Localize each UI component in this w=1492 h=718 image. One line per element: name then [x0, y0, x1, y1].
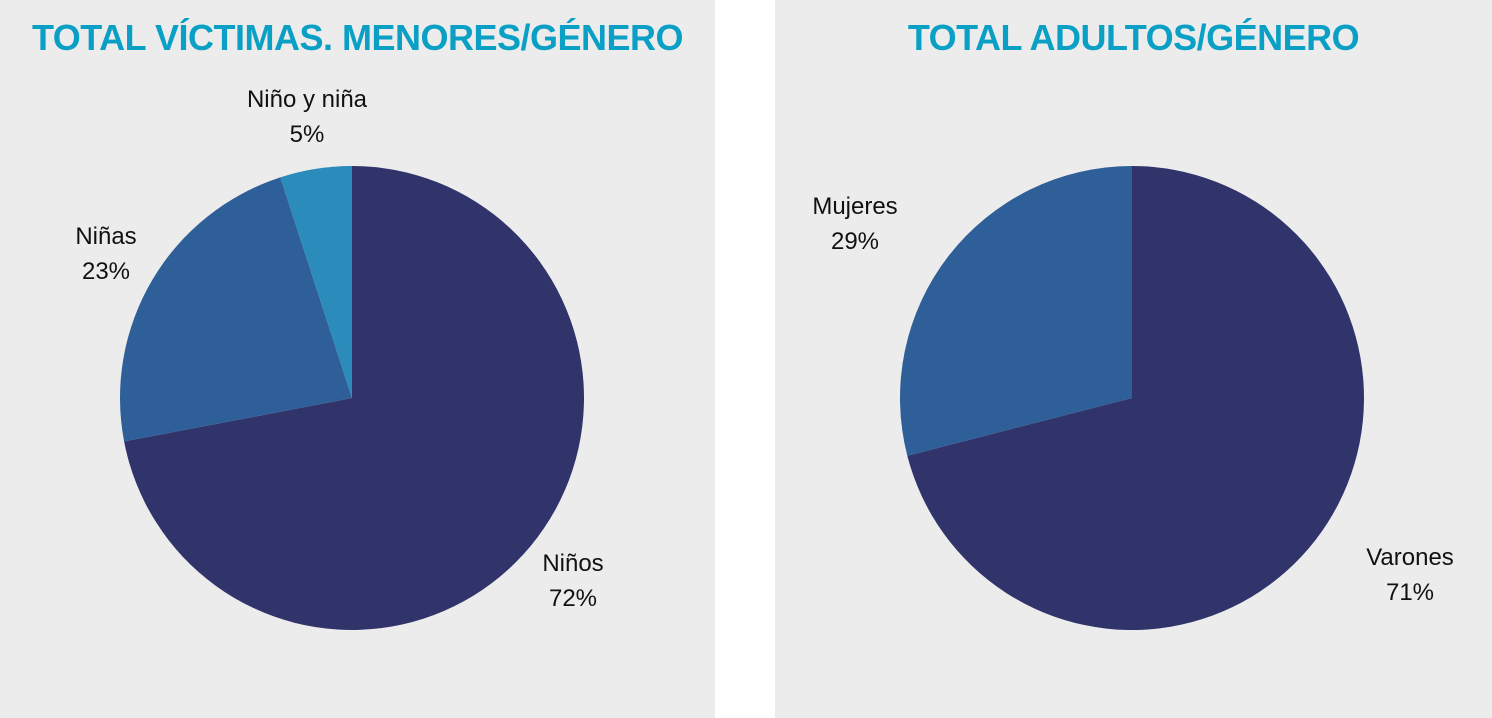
- pie-slice-mujeres: [900, 166, 1132, 456]
- slice-percent: 72%: [548, 585, 598, 612]
- slice-name: Niño y niña: [246, 86, 368, 113]
- slice-label-ninas: Niñas 23%: [75, 219, 136, 289]
- chart-panel-adults: TOTAL ADULTOS/GÉNERO Varones 71% Mujeres…: [775, 0, 1492, 718]
- chart-title: TOTAL ADULTOS/GÉNERO: [907, 17, 1360, 58]
- pie-slice-niñas: [120, 177, 352, 442]
- pie-slice-varones: [907, 166, 1364, 630]
- slice-percent: 23%: [81, 258, 131, 285]
- slice-percent: 5%: [289, 121, 325, 148]
- pie-chart-adults: [900, 166, 1364, 630]
- slice-label-nino-y-nina: Niño y niña 5%: [247, 82, 367, 152]
- slice-label-mujeres: Mujeres 29%: [812, 189, 897, 259]
- slice-percent: 71%: [1385, 579, 1435, 606]
- slice-name: Niños: [542, 550, 604, 577]
- pie-chart-minors: [120, 166, 584, 631]
- slice-label-varones: Varones 71%: [1366, 540, 1454, 610]
- chart-title: TOTAL VÍCTIMAS. MENORES/GÉNERO: [31, 17, 684, 58]
- slice-label-ninos: Niños 72%: [542, 546, 603, 616]
- slice-percent: 29%: [830, 228, 880, 255]
- pie-slice-niño-y-niña: [280, 166, 352, 398]
- slice-name: Mujeres: [812, 193, 898, 220]
- pie-slice-niños: [124, 166, 584, 631]
- slice-name: Niñas: [75, 223, 137, 250]
- slice-name: Varones: [1366, 544, 1454, 571]
- chart-panel-minors: TOTAL VÍCTIMAS. MENORES/GÉNERO Niños 72%…: [0, 0, 715, 718]
